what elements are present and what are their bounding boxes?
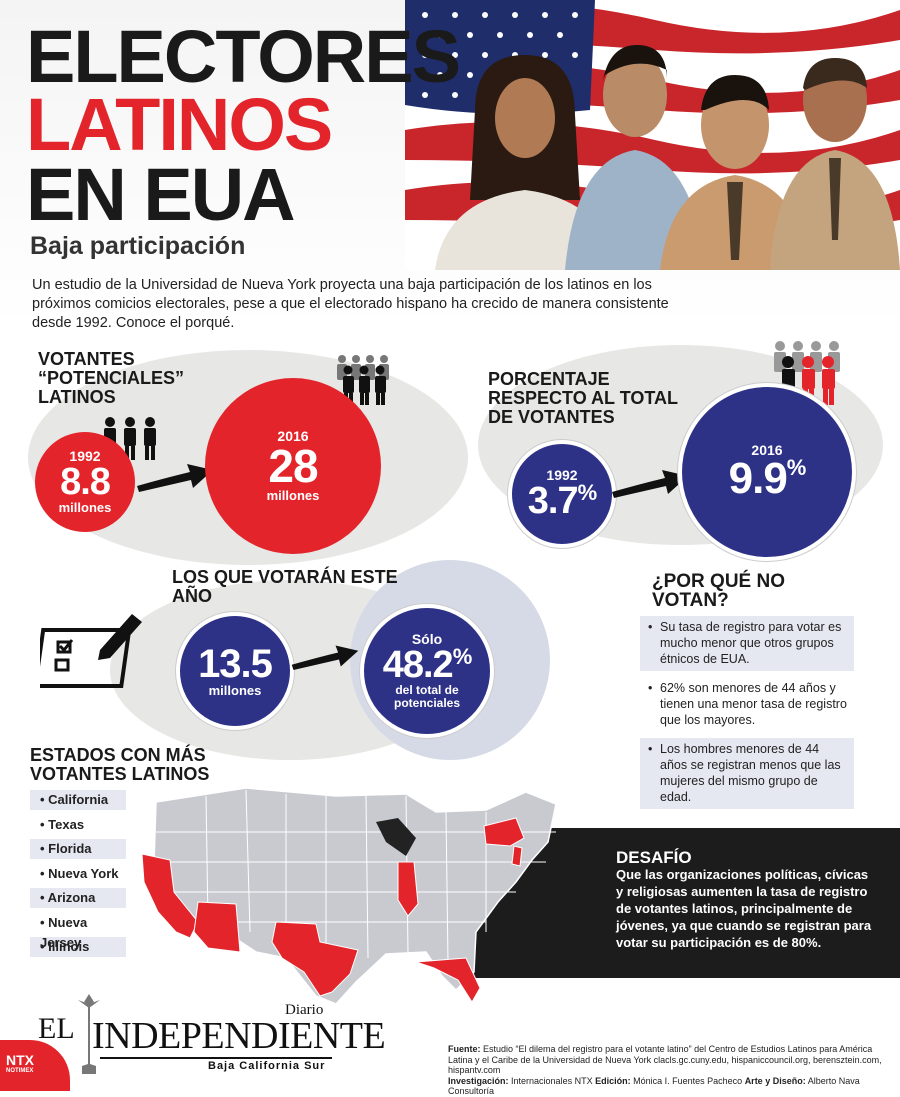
share-2016-percent: %	[786, 455, 807, 480]
state-new-york-shape	[483, 817, 525, 847]
will-vote-share-circle: Sólo 48.2% del total de potenciales	[360, 604, 494, 738]
will-vote-share-caption: del total de potenciales	[393, 683, 461, 710]
intro-paragraph: Un estudio de la Universidad de Nueva Yo…	[32, 277, 669, 331]
share-1992-value: 3.7	[527, 480, 579, 522]
potential-2016-circle: 2016 28 millones	[205, 378, 381, 554]
title-line-3: EN EUA	[26, 153, 296, 236]
credits-line: Investigación: Internacionales NTX Edici…	[448, 1076, 892, 1097]
source-line: Fuente: Estudio “El dilema del registro …	[448, 1044, 892, 1076]
logo-el: EL	[38, 1012, 75, 1045]
state-item-illinois: • Illinois	[30, 937, 126, 957]
potential-1992-value: 8.8	[60, 461, 111, 504]
state-item-arizona: • Arizona	[30, 888, 126, 908]
title-line-1: ELECTORES	[26, 15, 461, 98]
will-vote-only: Sólo	[411, 631, 443, 648]
subtitle: Baja participación	[30, 232, 246, 260]
will-vote-value: 13.5	[198, 642, 273, 687]
us-map	[136, 782, 576, 1019]
research-label: Investigación:	[448, 1075, 509, 1086]
credits: Fuente: Estudio “El dilema del registro …	[448, 1044, 892, 1097]
share-2016-year: 2016	[751, 442, 783, 458]
will-vote-share-value: 48.2	[382, 644, 454, 687]
flag-and-voters-image	[405, 0, 900, 270]
title-line-2: LATINOS	[26, 83, 333, 166]
edition-text: Mónica I. Fuentes Pacheco	[633, 1075, 743, 1086]
state-item-florida: • Florida	[30, 839, 126, 859]
potential-arrow-icon	[135, 456, 215, 501]
will-vote-value-circle: 13.5 millones	[176, 612, 294, 730]
state-new-jersey-shape	[511, 845, 523, 867]
share-2016-circle: 2016 9.9%	[678, 383, 856, 561]
challenge-text: Que las organizaciones políticas, cívica…	[616, 867, 872, 950]
edition-label: Edición:	[595, 1075, 631, 1086]
will-vote-unit: millones	[208, 683, 262, 699]
share-2016-value: 9.9	[728, 454, 788, 503]
potential-2016-year: 2016	[277, 428, 309, 445]
challenge-heading: DESAFÍO	[616, 848, 692, 867]
why-heading: ¿POR QUÉ NO VOTAN?	[652, 571, 786, 611]
logo-region: Baja California Sur	[208, 1060, 326, 1072]
why-reasons-list: Su tasa de registro para votar es mucho …	[640, 616, 854, 815]
potential-2016-unit: millones	[266, 488, 320, 504]
share-1992-circle: 1992 3.7%	[508, 440, 616, 548]
logo-name: INDEPENDIENTE	[92, 1015, 386, 1057]
share-1992-percent: %	[577, 480, 598, 505]
potential-1992-unit: millones	[58, 500, 112, 516]
design-label: Arte y Diseño:	[744, 1075, 806, 1086]
state-arizona-shape	[193, 901, 241, 953]
state-item-california: • California	[30, 790, 126, 810]
will-vote-arrow-icon	[290, 636, 360, 681]
will-vote-heading: LOS QUE VOTARÁN ESTE AÑO	[172, 567, 398, 606]
potential-1992-circle: 1992 8.8 millones	[35, 432, 135, 532]
potential-1992-year: 1992	[69, 448, 101, 465]
share-1992-year: 1992	[546, 467, 578, 483]
research-text: Internacionales NTX	[511, 1075, 593, 1086]
will-vote-share-percent: %	[452, 644, 473, 670]
why-reason-3: Los hombres menores de 44 años se regist…	[640, 738, 854, 809]
state-illinois-shape	[397, 861, 419, 917]
states-heading: ESTADOS CON MÁS VOTANTES LATINOS	[30, 745, 210, 784]
states-list: • California • Texas • Florida • Nueva Y…	[30, 790, 126, 962]
ntx-label: NTX	[6, 1052, 34, 1068]
ntx-sub: NOTIMEX	[6, 1068, 34, 1074]
why-reason-1: Su tasa de registro para votar es mucho …	[640, 616, 854, 671]
state-item-new-york: • Nueva York	[40, 865, 119, 881]
share-arrow-icon	[610, 462, 690, 507]
potential-voters-heading: VOTANTES “POTENCIALES” LATINOS	[38, 349, 185, 407]
angel-monument-logo-icon	[76, 994, 102, 1079]
source-text: Estudio “El dilema del registro para el …	[448, 1044, 882, 1075]
state-florida-shape	[415, 957, 481, 1003]
share-heading: PORCENTAJE RESPECTO AL TOTAL DE VOTANTES	[488, 369, 678, 427]
why-reason-2: 62% son menores de 44 años y tienen una …	[640, 677, 854, 732]
logo-diario: Diario	[285, 1002, 324, 1018]
state-item-texas: • Texas	[40, 816, 85, 832]
state-texas-shape	[271, 921, 359, 997]
logo-rule	[100, 1057, 332, 1059]
source-label: Fuente:	[448, 1044, 481, 1054]
potential-2016-value: 28	[268, 440, 318, 493]
ballot-checkbox-icon	[33, 610, 150, 695]
great-lakes-shape	[376, 818, 416, 856]
state-california-shape	[141, 853, 199, 939]
state-item-new-jersey: • Nueva Jersey	[40, 914, 88, 950]
